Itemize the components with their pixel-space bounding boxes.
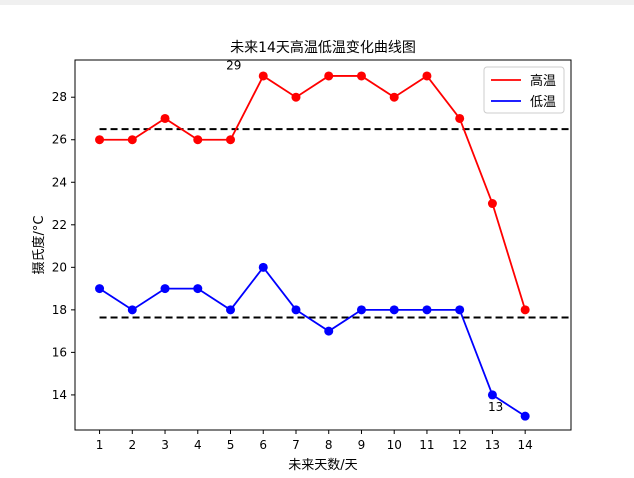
chart-title: 未来14天高温低温变化曲线图 bbox=[230, 39, 416, 56]
data-point-high bbox=[160, 113, 170, 123]
y-axis-ticks: 14 16 18 20 22 24 26 28 bbox=[52, 90, 75, 402]
y-tick-label: 24 bbox=[52, 175, 67, 189]
x-tick-label: 12 bbox=[452, 438, 467, 452]
series-line-low bbox=[99, 265, 526, 417]
y-tick-label: 22 bbox=[52, 218, 67, 232]
x-tick-label: 10 bbox=[387, 438, 402, 452]
x-tick-label: 13 bbox=[485, 438, 500, 452]
data-point-low bbox=[455, 305, 465, 315]
data-point-high bbox=[422, 71, 432, 81]
y-tick-label: 14 bbox=[52, 388, 67, 402]
x-axis-ticks: 1 2 3 4 5 6 7 8 9 10 11 12 13 14 bbox=[96, 430, 533, 452]
data-point-low bbox=[324, 326, 334, 336]
window-top-strip bbox=[0, 0, 634, 5]
data-annotation: 29 bbox=[226, 59, 241, 73]
x-tick-label: 11 bbox=[419, 438, 434, 452]
data-point-high bbox=[356, 71, 366, 81]
y-tick-label: 28 bbox=[52, 90, 67, 104]
annotations: 29 13 bbox=[226, 59, 503, 414]
x-tick-label: 4 bbox=[194, 438, 202, 452]
data-point-low bbox=[422, 305, 432, 315]
data-point-high bbox=[487, 199, 497, 209]
data-point-high bbox=[324, 71, 334, 81]
data-point-low bbox=[258, 262, 268, 272]
x-axis-label: 未来天数/天 bbox=[288, 458, 357, 473]
data-point-low bbox=[95, 284, 105, 294]
x-tick-label: 2 bbox=[128, 438, 136, 452]
data-point-low bbox=[193, 284, 203, 294]
reference-lines bbox=[99, 128, 571, 319]
data-point-low bbox=[389, 305, 399, 315]
y-tick-label: 18 bbox=[52, 303, 67, 317]
data-point-low bbox=[226, 305, 236, 315]
legend: 高温低温 bbox=[483, 66, 565, 114]
x-tick-label: 9 bbox=[358, 438, 366, 452]
legend-label: 低温 bbox=[530, 95, 556, 110]
data-point-low bbox=[487, 390, 497, 400]
y-tick-label: 20 bbox=[52, 260, 67, 274]
data-point-low bbox=[127, 305, 137, 315]
data-point-high bbox=[258, 71, 268, 81]
x-tick-label: 8 bbox=[325, 438, 333, 452]
data-point-high bbox=[226, 135, 236, 145]
data-point-low bbox=[520, 411, 530, 421]
legend-label: 高温 bbox=[530, 73, 556, 89]
data-point-low bbox=[160, 284, 170, 294]
y-tick-label: 16 bbox=[52, 345, 67, 359]
data-annotation: 13 bbox=[488, 400, 503, 414]
y-tick-label: 26 bbox=[52, 133, 67, 147]
data-point-high bbox=[291, 92, 301, 102]
data-point-low bbox=[356, 305, 366, 315]
series-layer bbox=[95, 71, 530, 421]
x-tick-label: 14 bbox=[518, 438, 533, 452]
data-point-high bbox=[520, 305, 530, 315]
data-point-high bbox=[95, 135, 105, 145]
data-point-low bbox=[291, 305, 301, 315]
x-tick-label: 3 bbox=[161, 438, 169, 452]
x-tick-label: 1 bbox=[96, 438, 104, 452]
plot-frame bbox=[74, 59, 572, 431]
x-tick-label: 7 bbox=[292, 438, 300, 452]
data-point-high bbox=[127, 135, 137, 145]
x-tick-label: 5 bbox=[227, 438, 235, 452]
series-line-high bbox=[99, 74, 527, 311]
y-axis-label: 摄氏度/°C bbox=[31, 216, 47, 275]
data-point-high bbox=[455, 113, 465, 123]
data-point-high bbox=[389, 92, 399, 102]
x-tick-label: 6 bbox=[259, 438, 267, 452]
data-point-high bbox=[193, 135, 203, 145]
